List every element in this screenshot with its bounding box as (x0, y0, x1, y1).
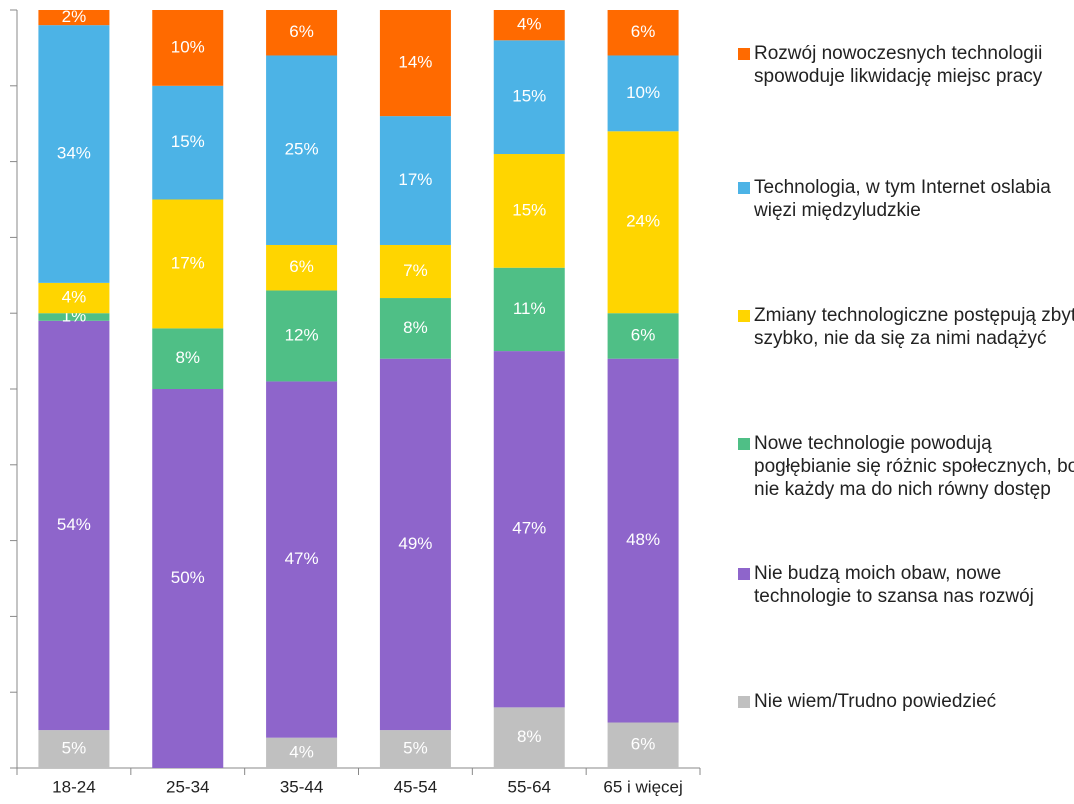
bar-segment (266, 55, 338, 245)
value-label: 34% (57, 144, 91, 163)
bar-segment (152, 389, 224, 768)
bar-segment (266, 737, 338, 768)
value-label: 24% (626, 212, 660, 231)
value-label: 11% (513, 299, 546, 318)
bar-segment (38, 730, 110, 768)
value-label: 15% (512, 200, 546, 219)
bar-segment (266, 10, 338, 56)
bar-segment (38, 10, 110, 26)
value-label: 6% (631, 22, 656, 41)
bar-segment (493, 707, 565, 768)
value-label: 5% (62, 739, 87, 758)
bar-segment (152, 199, 224, 329)
bar-segment (607, 358, 679, 723)
x-tick-label: 18-24 (52, 777, 95, 796)
value-label: 4% (289, 742, 314, 761)
value-label: 50% (171, 568, 205, 587)
legend-label: Rozwój nowoczesnych technologii spowoduj… (754, 43, 1043, 87)
bar-segment (38, 320, 110, 731)
bar-segment (607, 722, 679, 768)
legend-item: Nie wiem/Trudno powiedzieć (738, 690, 1074, 713)
bar-segment (493, 351, 565, 708)
bar-segment (38, 25, 110, 283)
legend-label: Nie wiem/Trudno powiedzieć (754, 691, 997, 712)
value-label: 8% (403, 318, 428, 337)
value-label: 8% (175, 348, 200, 367)
legend-item: Nie budzą moich obaw, nowe technologie t… (738, 562, 1074, 608)
bar-segment (38, 313, 110, 321)
x-tick-label: 65 i więcej (603, 777, 682, 796)
value-label: 5% (403, 739, 428, 758)
value-label: 54% (57, 515, 91, 534)
x-tick-label: 35-44 (280, 777, 323, 796)
value-label: 15% (512, 87, 546, 106)
value-label: 25% (285, 140, 319, 159)
legend-label: Zmiany technologiczne postępują zbyt szy… (754, 305, 1074, 349)
value-label: 4% (517, 15, 542, 34)
value-label: 14% (398, 53, 432, 72)
legend-swatch (738, 48, 750, 60)
legend-swatch (738, 696, 750, 708)
bar-segment (379, 298, 451, 359)
value-label: 48% (626, 530, 660, 549)
legend-swatch (738, 182, 750, 194)
value-label: 10% (626, 83, 660, 102)
legend-item: Rozwój nowoczesnych technologii spowoduj… (738, 42, 1074, 88)
bar-segment (607, 10, 679, 56)
legend-swatch (738, 438, 750, 450)
bar-segment (266, 244, 338, 291)
legend-item: Technologia, w tym Internet oslabia więz… (738, 176, 1074, 222)
legend-swatch (738, 568, 750, 580)
value-label: 15% (171, 132, 205, 151)
legend-swatch (738, 310, 750, 322)
legend-label: Nie budzą moich obaw, nowe technologie t… (754, 563, 1034, 607)
bar-segment (493, 154, 565, 268)
value-label: 7% (403, 261, 428, 280)
bar-segment (379, 116, 451, 245)
legend-label: Nowe technologie powodują pogłębianie si… (754, 433, 1074, 500)
value-label: 12% (285, 325, 319, 344)
bar-segment (379, 358, 451, 731)
bar-segment (493, 267, 565, 352)
bar-segment (379, 730, 451, 768)
bar-segment (152, 10, 224, 86)
bar-segment (38, 282, 110, 314)
bar-segment (493, 10, 565, 41)
bar-segment (152, 85, 224, 200)
bar-segment (607, 131, 679, 314)
value-label: 17% (398, 170, 432, 189)
legend-item: Zmiany technologiczne postępują zbyt szy… (738, 304, 1074, 350)
value-label: 6% (289, 257, 314, 276)
value-label: 47% (285, 549, 319, 568)
bar-segment (493, 40, 565, 155)
bar-segment (152, 328, 224, 389)
bar-segment (607, 55, 679, 132)
legend-label: Technologia, w tym Internet oslabia więz… (754, 177, 1051, 221)
bar-segment (266, 290, 338, 382)
value-label: 49% (398, 534, 432, 553)
bar-segment (266, 381, 338, 738)
bar-segment (607, 313, 679, 359)
x-tick-label: 25-34 (166, 777, 209, 796)
bar-segment (379, 10, 451, 117)
value-label: 47% (512, 519, 546, 538)
value-label: 17% (171, 253, 205, 272)
x-tick-label: 55-64 (508, 777, 551, 796)
value-label: 4% (62, 288, 87, 307)
value-label: 6% (631, 735, 656, 754)
value-label: 8% (517, 727, 542, 746)
bar-segment (379, 244, 451, 299)
value-label: 10% (171, 37, 205, 56)
legend-item: Nowe technologie powodują pogłębianie si… (738, 432, 1074, 501)
value-label: 6% (289, 22, 314, 41)
x-tick-label: 45-54 (394, 777, 437, 796)
value-label: 6% (631, 325, 656, 344)
value-label: 2% (62, 7, 87, 26)
